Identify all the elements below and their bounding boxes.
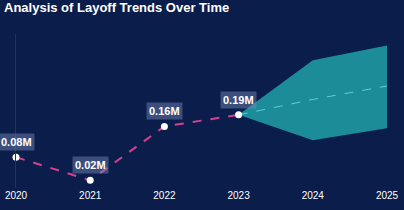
svg-text:2022: 2022 [153, 190, 176, 201]
svg-text:Analysis of Layoff Trends Over: Analysis of Layoff Trends Over Time [4, 0, 229, 15]
svg-text:0.08M: 0.08M [1, 136, 32, 148]
svg-text:2023: 2023 [227, 190, 250, 201]
svg-text:0.16M: 0.16M [149, 105, 180, 117]
svg-text:2021: 2021 [79, 190, 102, 201]
svg-text:0.19M: 0.19M [223, 94, 254, 106]
svg-text:2024: 2024 [302, 190, 325, 201]
svg-text:2025: 2025 [376, 190, 399, 201]
svg-text:0.02M: 0.02M [75, 159, 106, 171]
svg-text:2020: 2020 [5, 190, 28, 201]
